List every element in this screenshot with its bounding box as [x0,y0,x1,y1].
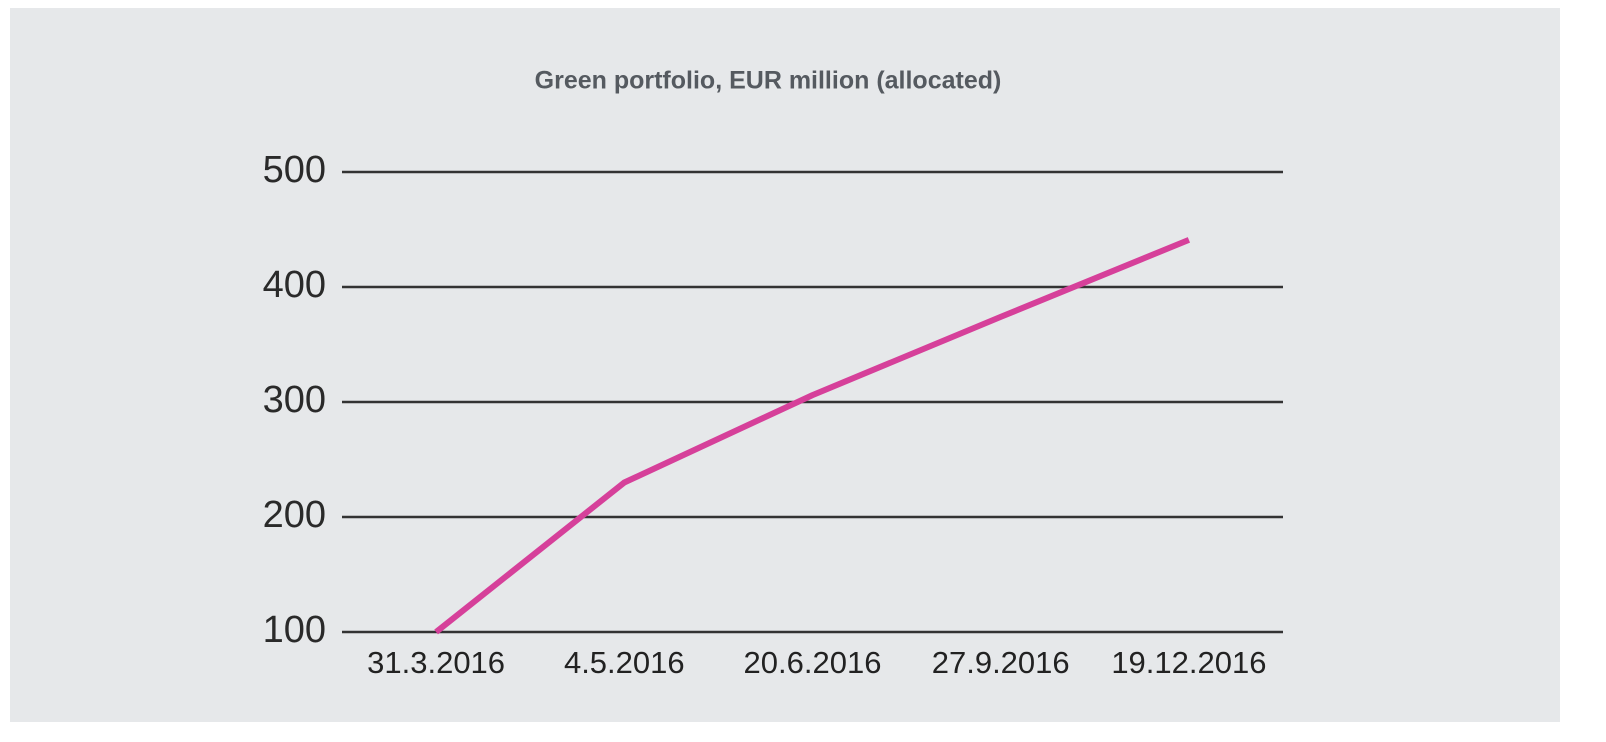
x-tick-label: 31.3.2016 [367,645,505,680]
x-tick-label: 20.6.2016 [744,645,882,680]
chart-title: Green portfolio, EUR million (allocated) [535,67,1002,95]
y-tick-label: 100 [263,609,326,651]
x-tick-label: 4.5.2016 [564,645,685,680]
x-tick-label: 19.12.2016 [1111,645,1266,680]
chart-background [10,8,1560,722]
data-line [434,237,1191,635]
y-tick-label: 200 [263,494,326,536]
x-tick-label: 27.9.2016 [932,645,1070,680]
y-tick-label: 300 [263,379,326,421]
y-tick-label: 500 [263,149,326,191]
y-tick-label: 400 [263,264,326,306]
